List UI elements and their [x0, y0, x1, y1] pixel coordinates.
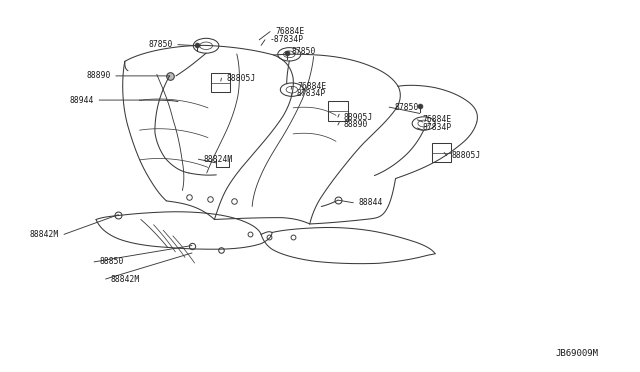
Text: 87850: 87850 — [291, 47, 316, 56]
Bar — [328, 101, 348, 121]
Bar — [432, 143, 451, 162]
Text: 88850: 88850 — [99, 257, 124, 266]
Text: 87850: 87850 — [394, 103, 419, 112]
Text: 88805J: 88805J — [227, 74, 256, 83]
Text: 76884E: 76884E — [422, 115, 452, 124]
Text: 88824M: 88824M — [204, 155, 233, 164]
Text: 87850: 87850 — [148, 40, 173, 49]
Bar — [211, 73, 230, 92]
Text: 88842M: 88842M — [29, 230, 59, 239]
Text: 76884E: 76884E — [275, 27, 305, 36]
Text: 88890: 88890 — [343, 121, 367, 129]
Text: 88844: 88844 — [358, 198, 383, 207]
Text: 88905J: 88905J — [343, 113, 372, 122]
Text: -87834P: -87834P — [270, 35, 304, 44]
Text: 76884E: 76884E — [297, 82, 326, 91]
Text: 87834P: 87834P — [422, 124, 452, 132]
Text: 88842M: 88842M — [111, 275, 140, 283]
Text: 88890: 88890 — [86, 71, 111, 80]
Text: 88805J: 88805J — [452, 151, 481, 160]
Text: JB69009M: JB69009M — [556, 349, 598, 358]
Text: 88944: 88944 — [70, 96, 94, 105]
Text: 87834P: 87834P — [297, 89, 326, 98]
